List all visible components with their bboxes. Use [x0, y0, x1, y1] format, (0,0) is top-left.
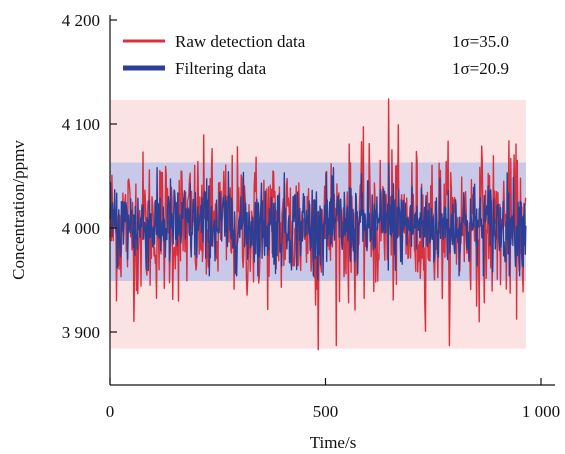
- x-tick-label: 0: [106, 402, 115, 421]
- y-tick-label: 3 900: [62, 323, 100, 342]
- series-line-filtering: [109, 162, 527, 281]
- series-layer: [109, 98, 527, 351]
- legend-label-raw: Raw detection data: [175, 32, 306, 51]
- ticks-layer: 3 900 4 000 4 100 4 200 0 500 1 000: [62, 11, 560, 421]
- y-tick-label: 4 100: [62, 115, 100, 134]
- y-tick-label: 4 000: [62, 219, 100, 238]
- x-tick-label: 1 000: [522, 402, 560, 421]
- legend-label-filter: Filtering data: [175, 59, 267, 78]
- series-line-raw-detection: [109, 98, 527, 351]
- y-axis-label: Concentration/ppmv: [9, 140, 28, 280]
- legend: Raw detection data 1σ=35.0 Filtering dat…: [123, 32, 509, 78]
- y-tick-label: 4 200: [62, 11, 100, 30]
- legend-sigma-filter: 1σ=20.9: [452, 59, 509, 78]
- x-axis-label: Time/s: [310, 433, 357, 452]
- legend-sigma-raw: 1σ=35.0: [452, 32, 509, 51]
- x-tick-label: 500: [313, 402, 339, 421]
